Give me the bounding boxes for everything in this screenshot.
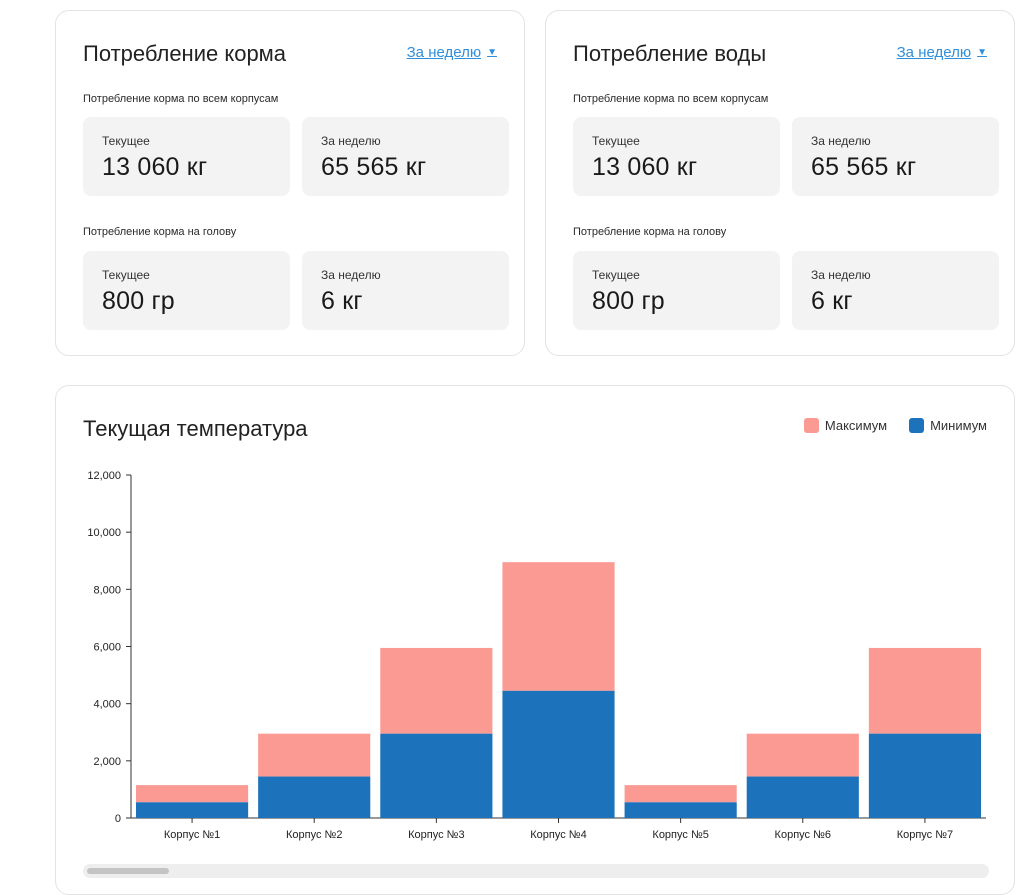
feed-section-all-label: Потребление корма по всем корпусам: [83, 93, 279, 105]
caret-down-icon[interactable]: ▼: [977, 47, 987, 58]
x-tick-label: Корпус №4: [530, 829, 586, 841]
stat-label: За неделю: [811, 268, 871, 282]
feed-period-dropdown[interactable]: За неделю ▼: [407, 44, 497, 61]
feed-card-title: Потребление корма: [83, 41, 287, 66]
chart-legend: Максимум Минимум: [782, 418, 987, 433]
y-tick-label: 4,000: [93, 699, 121, 711]
legend-swatch-max: [803, 418, 819, 433]
x-tick-label: Корпус №2: [286, 829, 342, 841]
feed-all-week-box: За неделю 65 565 кг: [302, 117, 509, 196]
scrollbar-thumb[interactable]: [87, 868, 169, 874]
water-consumption-card: Потребление воды За неделю ▼ Потребление…: [545, 10, 1015, 356]
water-all-week-box: За неделю 65 565 кг: [792, 117, 999, 196]
legend-swatch-min: [909, 418, 925, 433]
chart-horizontal-scrollbar[interactable]: [83, 864, 989, 878]
y-tick-label: 2,000: [93, 756, 121, 768]
feed-consumption-card: Потребление корма За неделю ▼ Потреблени…: [55, 10, 525, 356]
stat-value: 6 кг: [811, 287, 853, 315]
x-tick-label: Корпус №6: [775, 829, 831, 841]
stat-label: Текущее: [102, 134, 150, 148]
y-tick-label: 8,000: [93, 584, 121, 596]
temperature-chart-title: Текущая температура: [83, 416, 308, 441]
bar-min-6[interactable]: [746, 776, 859, 818]
y-tick-label: 10,000: [87, 527, 121, 539]
y-tick-label: 6,000: [93, 642, 121, 654]
temperature-bar-chart: 0 2,000 4,000 6,000 8,000 10,000 12,000 Корпус …: [87, 470, 986, 841]
bar-min-2[interactable]: [258, 776, 371, 818]
x-tick-label: Корпус №1: [164, 829, 220, 841]
temperature-chart-card: Текущая температура Максимум Минимум 0 2,…: [55, 385, 1015, 895]
bar-max-3[interactable]: [380, 647, 493, 734]
y-tick-label: 12,000: [87, 470, 121, 482]
water-card-title: Потребление воды: [573, 41, 767, 66]
stat-label: За неделю: [321, 134, 381, 148]
stat-value: 800 гр: [592, 287, 665, 315]
bar-min-3[interactable]: [380, 733, 493, 818]
legend-item-min[interactable]: Минимум: [909, 418, 987, 433]
y-tick-label: 0: [115, 813, 121, 825]
water-period-dropdown[interactable]: За неделю ▼: [897, 44, 987, 61]
water-section-all-label: Потребление корма по всем корпусам: [573, 93, 769, 105]
bar-min-4[interactable]: [502, 690, 615, 818]
stat-label: За неделю: [321, 268, 381, 282]
feed-head-week-box: За неделю 6 кг: [302, 251, 509, 330]
water-period-label[interactable]: За неделю: [896, 44, 972, 61]
feed-head-current-box: Текущее 800 гр: [83, 251, 290, 330]
stat-value: 13 060 кг: [102, 153, 208, 181]
caret-down-icon[interactable]: ▼: [487, 47, 497, 58]
stat-value: 13 060 кг: [592, 153, 698, 181]
bar-max-1[interactable]: [136, 785, 249, 803]
water-section-head-label: Потребление корма на голову: [573, 226, 727, 238]
stat-label: Текущее: [592, 134, 640, 148]
x-tick-label: Корпус №7: [897, 829, 953, 841]
feed-section-head-label: Потребление корма на голову: [83, 226, 237, 238]
x-tick-label: Корпус №3: [408, 829, 464, 841]
legend-label-max: Максимум: [824, 418, 888, 433]
bar-min-1[interactable]: [136, 802, 249, 818]
water-head-week-box: За неделю 6 кг: [792, 251, 999, 330]
water-all-current-box: Текущее 13 060 кг: [573, 117, 780, 196]
bar-max-4[interactable]: [502, 562, 615, 691]
stat-value: 65 565 кг: [811, 153, 917, 181]
stat-value: 800 гр: [102, 287, 175, 315]
feed-period-label[interactable]: За неделю: [406, 44, 482, 61]
legend-item-max[interactable]: Максимум: [803, 418, 888, 433]
bar-max-7[interactable]: [868, 647, 981, 734]
water-head-current-box: Текущее 800 гр: [573, 251, 780, 330]
stat-label: За неделю: [811, 134, 871, 148]
stat-value: 6 кг: [321, 287, 363, 315]
bar-min-7[interactable]: [868, 733, 981, 818]
bar-min-5[interactable]: [624, 802, 737, 818]
stat-label: Текущее: [592, 268, 640, 282]
feed-all-current-box: Текущее 13 060 кг: [83, 117, 290, 196]
stat-value: 65 565 кг: [321, 153, 427, 181]
legend-label-min: Минимум: [930, 418, 987, 433]
x-tick-label: Корпус №5: [652, 829, 708, 841]
bar-max-5[interactable]: [624, 785, 737, 803]
bar-max-2[interactable]: [258, 733, 371, 777]
stat-label: Текущее: [102, 268, 150, 282]
bar-max-6[interactable]: [746, 733, 859, 777]
